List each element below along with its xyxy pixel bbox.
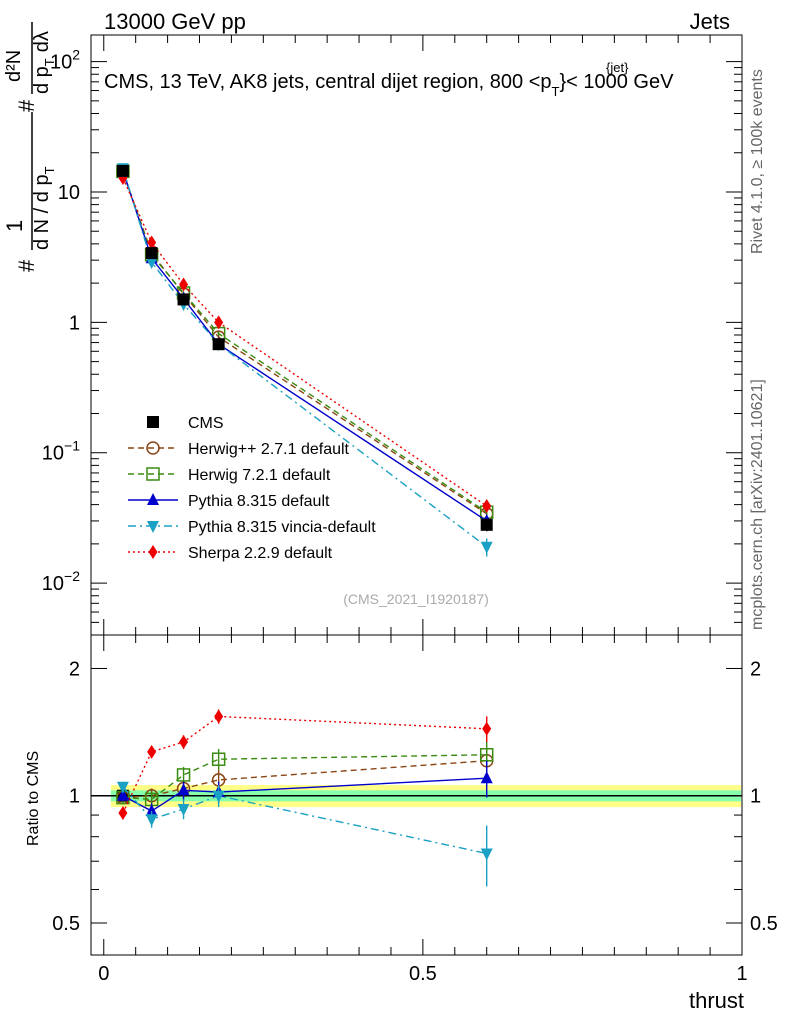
plot-title-end: }< 1000 GeV	[559, 71, 674, 93]
svg-text:d²N: d²N	[3, 50, 25, 82]
series-line-pythia-8-315-vincia-default	[122, 168, 488, 548]
ratio-point-pythia-8-315-default	[177, 783, 190, 796]
svg-text:#: #	[14, 99, 39, 112]
x-tick-label: 1	[736, 963, 747, 985]
plot-title-sub: T	[552, 84, 560, 99]
ratio-point-pythia-8-315-default	[116, 788, 129, 801]
point-cms	[177, 293, 190, 306]
svg-text:1: 1	[2, 220, 27, 232]
ratio-point-pythia-8-315-default	[145, 804, 158, 817]
main-y-tick-label: 10−1	[42, 438, 80, 465]
legend-label-cms: CMS	[188, 415, 224, 432]
legend-label-herwig-7-2-1-default: Herwig 7.2.1 default	[188, 467, 331, 484]
ratio-point-herwig-7-2-1-default	[211, 752, 226, 766]
legend-marker-sherpa-2-2-9-default	[148, 545, 158, 559]
ratio-y-label: Ratio to CMS	[25, 751, 42, 846]
point-cms	[212, 338, 225, 351]
ratio-point-sherpa-2-2-9-default	[179, 734, 189, 749]
ratio-point-sherpa-2-2-9-default	[214, 709, 224, 724]
ratio-point-sherpa-2-2-9-default	[482, 721, 492, 736]
rivet-label: Rivet 4.1.0, ≥ 100k events	[749, 69, 766, 254]
plot-title: CMS, 13 TeV, AK8 jets, central dijet reg…	[104, 71, 674, 99]
legend-marker-pythia-8-315-default	[147, 493, 159, 505]
ratio-point-pythia-8-315-vincia-default	[145, 814, 158, 827]
legend-label-pythia-8-315-default: Pythia 8.315 default	[188, 493, 330, 510]
series-line-herwig-7-2-1-default	[122, 171, 488, 513]
ratio-y-tick-label-right: 0.5	[750, 913, 778, 935]
mcplots-label: mcplots.cern.ch [arXiv:2401.10621]	[749, 379, 766, 630]
point-sherpa-2-2-9-default	[482, 499, 492, 514]
main-y-tick-label: 10	[58, 182, 80, 204]
main-y-tick-label: 102	[50, 47, 80, 74]
ylabel-tsub: T	[42, 166, 57, 174]
ylabel-dlambda: dλ	[31, 31, 53, 52]
ylabel-hash2: #	[14, 99, 39, 112]
point-sherpa-2-2-9-default	[214, 315, 224, 330]
point-cms	[116, 164, 129, 177]
ratio-point-herwig-7-2-1-default	[176, 768, 191, 782]
ylabel-hash1: #	[14, 259, 39, 272]
point-cms	[480, 518, 493, 531]
legend-label-herwig-2-7-1-default: Herwig++ 2.7.1 default	[188, 441, 350, 458]
analysis-watermark: (CMS_2021_I1920187)	[343, 591, 489, 607]
ratio-point-pythia-8-315-vincia-default	[212, 790, 225, 803]
legend-label-pythia-8-315-vincia-default: Pythia 8.315 vincia-default	[188, 519, 376, 536]
ratio-y-tick-label: 0.5	[52, 913, 80, 935]
series-line-herwig-2-7-1-default	[122, 171, 488, 515]
main-y-ticks: 10−2 10−1 1 10 102	[42, 47, 742, 636]
ratio-point-pythia-8-315-vincia-default	[177, 804, 190, 817]
header-left: 13000 GeV pp	[104, 9, 246, 34]
ratio-y-tick-label: 1	[69, 786, 80, 808]
plot-title-main: CMS, 13 TeV, AK8 jets, central dijet reg…	[104, 71, 552, 93]
x-ticks: 0 0.5 1	[98, 35, 748, 985]
svg-text:d N / d pT: d N / d pT	[31, 166, 57, 250]
point-pythia-8-315-vincia-default	[145, 257, 158, 270]
legend-marker-cms	[147, 416, 159, 428]
ratio-point-pythia-8-315-default	[480, 771, 493, 784]
ratio-series-group	[116, 709, 494, 887]
legend: CMS Herwig++ 2.7.1 default Herwig 7.2.1 de…	[128, 415, 376, 562]
ylabel-dpt: d p	[31, 66, 53, 94]
ylabel-tsub2: T	[42, 58, 57, 66]
ratio-point-sherpa-2-2-9-default	[118, 806, 128, 821]
main-series-group	[116, 163, 494, 557]
point-sherpa-2-2-9-default	[147, 235, 157, 250]
ratio-band	[91, 785, 742, 808]
ratio-point-pythia-8-315-vincia-default	[116, 781, 129, 794]
ratio-point-sherpa-2-2-9-default	[147, 744, 157, 759]
svg-text:d pTdλ: d pTdλ	[31, 31, 57, 94]
point-cms	[145, 247, 158, 260]
point-sherpa-2-2-9-default	[179, 277, 189, 292]
legend-marker-herwig-2-7-1-default	[146, 441, 160, 455]
ratio-y-tick-label-right: 2	[750, 658, 761, 680]
header-right: Jets	[690, 9, 730, 34]
main-y-tick-label: 1	[69, 312, 80, 334]
ratio-point-pythia-8-315-vincia-default	[480, 848, 493, 861]
x-tick-label: 0	[98, 963, 109, 985]
x-tick-label: 0.5	[409, 963, 437, 985]
x-axis-label: thrust	[689, 988, 744, 1013]
ratio-y-ticks: 0.5 0.5 1 1 2 2	[52, 658, 778, 935]
ratio-y-tick-label-right: 1	[750, 786, 761, 808]
ylabel-one: 1	[2, 220, 27, 232]
ratio-y-tick-label: 2	[69, 658, 80, 680]
legend-marker-pythia-8-315-vincia-default	[147, 521, 159, 533]
y-axis-label: # 1 d N / d pT # d²N d pTdλ	[2, 22, 57, 272]
plot-title-sup: {jet}	[606, 60, 629, 75]
svg-text:#: #	[14, 259, 39, 272]
legend-label-sherpa-2-2-9-default: Sherpa 2.2.9 default	[188, 545, 333, 562]
ylabel-d2n: d²N	[3, 50, 25, 82]
ylabel-dndpt: d N / d p	[31, 174, 53, 250]
main-y-tick-label: 10−2	[42, 568, 80, 595]
point-pythia-8-315-vincia-default	[480, 541, 493, 554]
legend-marker-herwig-7-2-1-default	[146, 467, 160, 481]
